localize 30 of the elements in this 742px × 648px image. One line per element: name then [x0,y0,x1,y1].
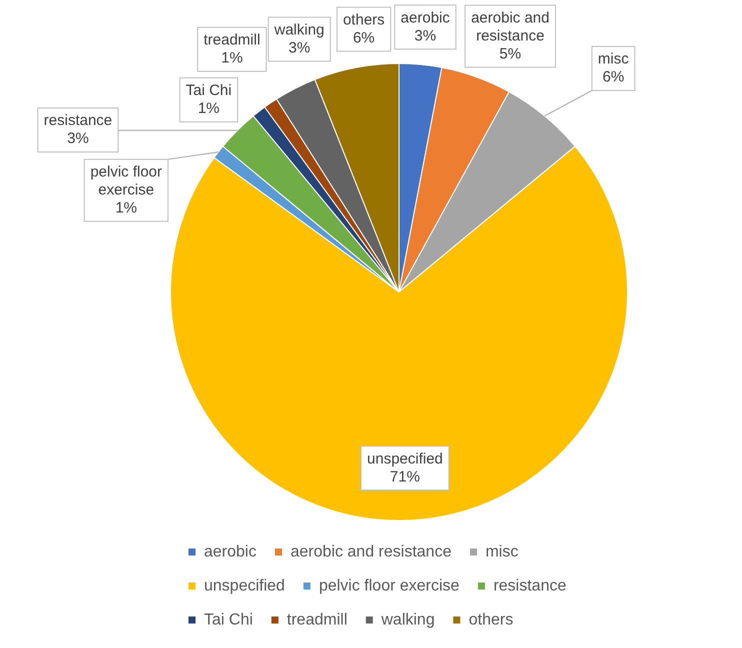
data-label: 71% [390,468,420,486]
legend-label: misc [485,543,518,560]
slice-label: treadmill [204,31,260,48]
data-label: 5% [499,45,522,62]
legend-label: aerobic [204,543,256,560]
slice-label: pelvic floor exercise [90,163,162,198]
legend-label: others [468,611,514,628]
data-label: 3% [67,130,89,148]
data-label: 6% [352,29,375,46]
data-label: 6% [602,68,624,86]
legend-label: unspecified [204,577,285,594]
slice-label: misc [598,50,630,68]
slice-label: others [342,11,385,28]
legend-label: walking [380,611,435,628]
data-label: 3% [414,27,436,44]
slice-label: Tai Chi [186,82,232,99]
slice-label: walking [273,21,324,38]
slice-label: aerobic and resistance [471,9,550,44]
legend-label: pelvic floor exercise [318,577,460,594]
slice-label: unspecified [366,450,443,468]
legend-label: aerobic and resistance [290,543,452,560]
legend-label: Tai Chi [204,611,253,628]
slice-label: resistance [44,112,112,130]
legend-label: treadmill [286,611,348,628]
slice-label: aerobic [400,9,450,26]
data-label: 1% [115,199,138,216]
legend-label: resistance [493,577,566,594]
data-label: 1% [198,100,220,117]
data-label: 3% [288,39,310,56]
data-label: 1% [221,49,243,66]
